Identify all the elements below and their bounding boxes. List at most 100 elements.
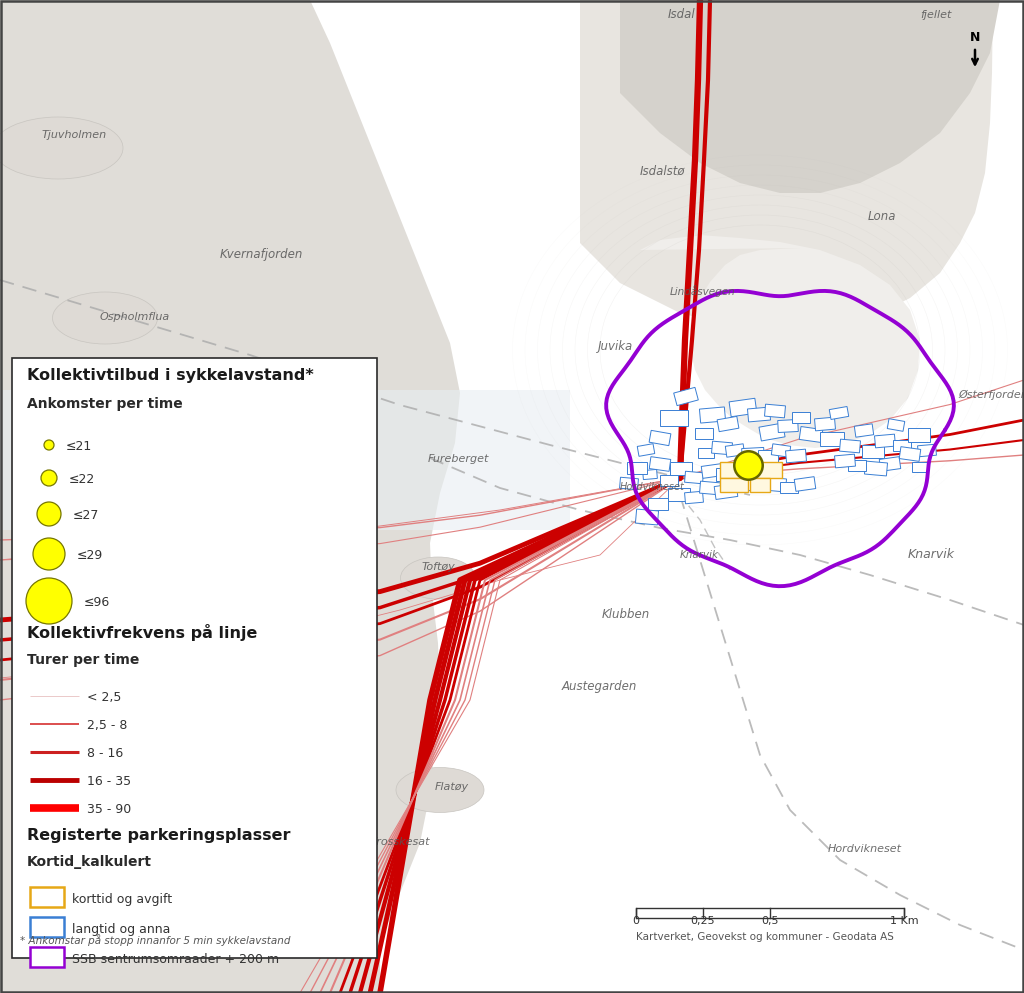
Text: langtid og anna: langtid og anna — [72, 923, 170, 936]
Text: 16 - 35: 16 - 35 — [87, 775, 131, 788]
Text: ≤21: ≤21 — [66, 440, 92, 453]
Text: Toftøy: Toftøy — [422, 562, 456, 572]
Bar — [862, 445, 884, 458]
Bar — [887, 419, 905, 431]
Text: 1 Km: 1 Km — [890, 916, 919, 926]
Text: Hordvikneset: Hordvikneset — [828, 844, 902, 854]
Text: Tjuvholmen: Tjuvholmen — [42, 130, 108, 140]
Bar — [695, 428, 713, 439]
Circle shape — [37, 502, 61, 526]
Bar — [685, 472, 703, 484]
Bar — [765, 404, 785, 418]
Bar — [620, 478, 638, 490]
Circle shape — [41, 470, 57, 486]
Text: 0,5: 0,5 — [761, 916, 778, 926]
Point — [739, 457, 756, 473]
Text: Storeknappen: Storeknappen — [75, 934, 154, 944]
Text: ≤29: ≤29 — [77, 549, 103, 562]
Text: 2,5 - 8: 2,5 - 8 — [87, 719, 127, 732]
Text: Flatøy: Flatøy — [435, 782, 469, 792]
Bar — [674, 387, 698, 405]
Bar — [750, 478, 770, 492]
Bar — [792, 412, 810, 423]
Text: Kortid_kalkulert: Kortid_kalkulert — [27, 855, 152, 869]
Text: ≤96: ≤96 — [84, 596, 111, 609]
Text: ≤27: ≤27 — [73, 509, 99, 522]
Text: ≤22: ≤22 — [69, 473, 95, 486]
Text: Isdal: Isdal — [668, 8, 695, 21]
Bar — [880, 457, 901, 472]
Text: Kvernafjorden: Kvernafjorden — [220, 248, 303, 261]
Bar — [716, 468, 738, 481]
Text: Kollektivfrekvens på linje: Kollektivfrekvens på linje — [27, 624, 257, 641]
Bar — [30, 887, 63, 907]
Text: < 2,5: < 2,5 — [87, 691, 122, 704]
Bar — [636, 509, 658, 525]
Ellipse shape — [52, 292, 158, 344]
Bar — [12, 358, 377, 958]
Text: Ospholmflua: Ospholmflua — [100, 312, 170, 322]
Bar — [893, 440, 911, 451]
Bar — [758, 450, 778, 462]
Text: Knarvik: Knarvik — [680, 550, 719, 560]
Bar — [741, 448, 764, 462]
Text: Austegarden: Austegarden — [562, 680, 637, 693]
Bar — [660, 410, 688, 426]
Text: SSB sentrumsomraader + 200 m: SSB sentrumsomraader + 200 m — [72, 953, 280, 966]
Bar — [908, 428, 930, 442]
Bar — [712, 441, 732, 455]
Bar — [799, 427, 823, 443]
Text: Registerte parkeringsplasser: Registerte parkeringsplasser — [27, 828, 291, 843]
Text: Klubben: Klubben — [602, 608, 650, 621]
Bar — [918, 444, 936, 457]
Bar — [725, 444, 744, 457]
Bar — [814, 417, 836, 431]
Text: Kollektivtilbud i sykkelavstand*: Kollektivtilbud i sykkelavstand* — [27, 368, 313, 383]
Text: Knarvik: Knarvik — [908, 548, 955, 561]
Bar — [777, 419, 799, 433]
Bar — [637, 444, 654, 457]
Bar — [795, 477, 816, 492]
Bar — [649, 430, 671, 446]
Text: 8 - 16: 8 - 16 — [87, 747, 123, 760]
Bar — [714, 484, 738, 499]
Bar — [864, 461, 888, 476]
Text: Juvika: Juvika — [598, 340, 633, 353]
Bar — [732, 478, 750, 489]
Ellipse shape — [0, 117, 123, 179]
Bar — [835, 454, 855, 468]
Bar — [912, 462, 928, 472]
Bar — [854, 424, 873, 437]
Text: Østerfjorden: Østerfjorden — [958, 390, 1024, 400]
Bar — [660, 475, 678, 486]
Bar — [785, 449, 807, 463]
Bar — [30, 917, 63, 937]
Polygon shape — [620, 0, 1000, 193]
Bar — [780, 482, 798, 493]
Text: N: N — [970, 31, 980, 44]
Bar — [0, 390, 570, 530]
Text: Ankomster per time: Ankomster per time — [27, 397, 182, 411]
Bar — [829, 406, 849, 419]
Text: Turer per time: Turer per time — [27, 653, 139, 667]
Text: Ospholmen: Ospholmen — [105, 377, 168, 387]
Text: Kartverket, Geovekst og kommuner - Geodata AS: Kartverket, Geovekst og kommuner - Geoda… — [636, 932, 894, 942]
Text: * Ankomstar på stopp innanfor 5 min sykkelavstand: * Ankomstar på stopp innanfor 5 min sykk… — [20, 934, 291, 946]
Polygon shape — [0, 0, 60, 343]
Bar — [899, 447, 921, 462]
Polygon shape — [640, 235, 920, 448]
Bar — [627, 462, 647, 474]
Bar — [729, 398, 757, 417]
Text: Hordvikneset: Hordvikneset — [620, 482, 685, 492]
Text: korttid og avgift: korttid og avgift — [72, 893, 172, 906]
Bar — [840, 439, 860, 453]
Bar — [670, 462, 692, 475]
Bar — [764, 477, 786, 492]
Bar — [759, 423, 785, 441]
Bar — [30, 947, 63, 967]
Bar — [717, 416, 739, 432]
Bar — [720, 462, 752, 478]
Bar — [668, 488, 690, 501]
Bar — [685, 492, 703, 503]
Bar — [701, 464, 723, 479]
